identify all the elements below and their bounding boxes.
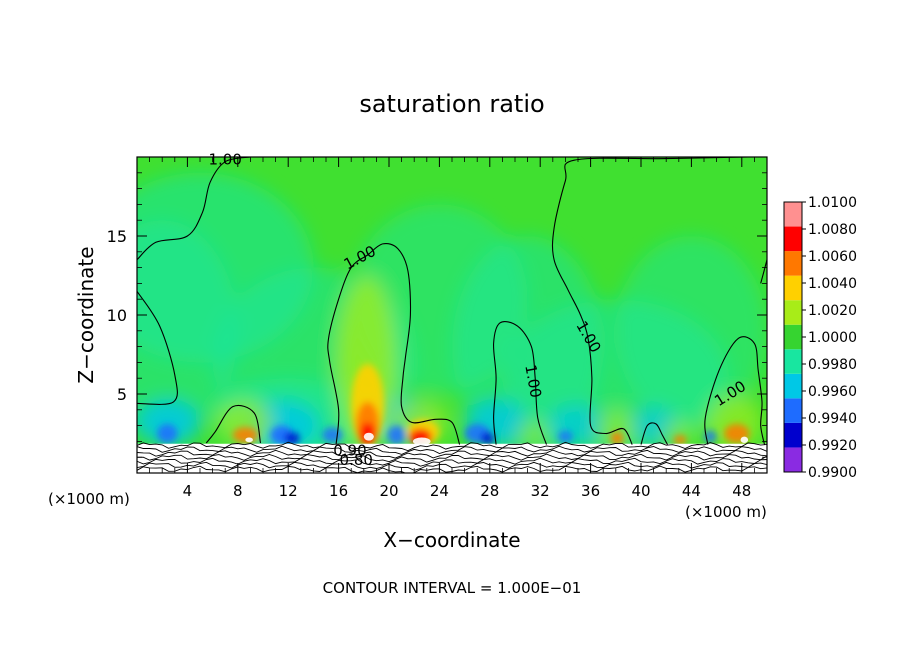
field-blob (157, 424, 178, 443)
colorbar-swatch (784, 226, 802, 252)
y-ticks: 5 10 15 (107, 172, 767, 458)
x-tick-label: 20 (379, 482, 398, 500)
x-tick-label: 8 (233, 482, 243, 500)
y-axis-label: Z−coordinate (74, 246, 98, 383)
y-tick-label: 5 (117, 385, 127, 404)
x-unit-left: (×1000 m) (48, 490, 130, 508)
contour-label: 1.00 (521, 363, 545, 399)
colorbar-label: 0.9960 (808, 384, 857, 400)
colorbar-swatch (784, 275, 802, 301)
x-tick-label: 12 (279, 482, 298, 500)
field-blobs (137, 172, 767, 458)
field-blob (517, 420, 551, 447)
contour-line (327, 243, 461, 445)
surface-contour-line (137, 441, 767, 452)
field-blob (610, 431, 624, 445)
field-blob (480, 431, 494, 445)
colorbar-swatch (784, 324, 802, 350)
field-blob (216, 400, 272, 445)
contour-interval-note: CONTOUR INTERVAL = 1.000E−01 (323, 579, 582, 597)
contour-line (205, 404, 262, 444)
colorbar-swatch (784, 202, 802, 227)
plot-area (137, 157, 767, 473)
surface-contour-line (137, 453, 767, 463)
contour-label: 0.80 (340, 451, 373, 469)
colorbar: 0.9900 0.9920 0.9940 0.9960 0.9980 1.0000 1.00… (783, 195, 857, 481)
contour-line (640, 422, 668, 445)
x-tick-label: 4 (183, 482, 193, 500)
x-ticks: 4 8 12 16 20 24 28 32 36 40 44 48 (149, 157, 755, 500)
colorbar-label: 1.0100 (808, 195, 857, 211)
x-unit-right: (×1000 m) (685, 503, 767, 521)
x-tick-label: 36 (581, 482, 600, 500)
x-tick-label: 24 (430, 482, 449, 500)
surface-contour-line (137, 461, 767, 471)
colorbar-swatch (784, 447, 802, 472)
field-blob (673, 435, 687, 445)
field-blob (363, 432, 374, 441)
colorbar-swatch (784, 349, 802, 374)
colorbar-label: 1.0000 (808, 330, 857, 346)
colorbar-label: 1.0060 (808, 249, 857, 265)
y-tick-label: 15 (107, 227, 127, 246)
colorbar-label: 0.9980 (808, 357, 857, 373)
field-blob (557, 430, 573, 443)
x-tick-label: 40 (631, 482, 650, 500)
field-blob (387, 425, 406, 445)
surface-contour-line (137, 449, 767, 459)
x-tick-label: 32 (531, 482, 550, 500)
field-blob (412, 437, 431, 446)
field-blob (137, 398, 200, 447)
colorbar-swatch (784, 300, 802, 325)
x-tick-label: 48 (732, 482, 751, 500)
contour-line (492, 321, 548, 445)
y-tick-label: 10 (107, 306, 127, 325)
field-blob (232, 427, 258, 443)
surface-contour-line (137, 457, 767, 467)
x-axis-label: X−coordinate (383, 528, 520, 552)
surface-contour-line (137, 445, 767, 455)
contour-label: 1.00 (208, 151, 241, 169)
contour-label: 0.90 (333, 441, 366, 459)
field-blob (596, 409, 635, 448)
x-tick-label: 44 (682, 482, 701, 500)
colorbar-label: 0.9940 (808, 411, 857, 427)
field-blob (284, 431, 300, 445)
field-blob (137, 220, 238, 442)
colorbar-swatch (784, 398, 802, 423)
field-blob (615, 236, 767, 426)
contour-line (137, 290, 178, 405)
colorbar-swatch (784, 373, 802, 399)
field-blob (740, 436, 749, 443)
x-tick-label: 28 (480, 482, 499, 500)
field-soft (137, 172, 767, 458)
colorbar-label: 1.0020 (808, 303, 857, 319)
colorbar-label: 0.9900 (808, 465, 857, 481)
colorbar-label: 0.9920 (808, 438, 857, 454)
colorbar-label: 1.0080 (808, 222, 857, 238)
field-blob (245, 437, 253, 443)
colorbar-swatch (784, 422, 802, 448)
colorbar-label: 1.0040 (808, 276, 857, 292)
chart-title: saturation ratio (359, 90, 544, 118)
x-tick-label: 16 (329, 482, 348, 500)
contour-line (704, 336, 766, 445)
colorbar-swatch (784, 251, 802, 276)
